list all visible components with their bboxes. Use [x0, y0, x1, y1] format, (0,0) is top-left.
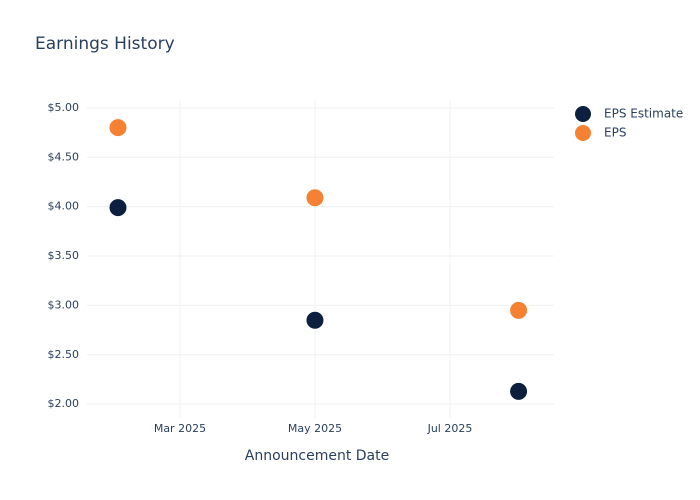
point — [509, 300, 529, 320]
x-tick-label: Jul 2025 — [427, 422, 473, 435]
legend-marker — [575, 125, 591, 141]
point — [305, 188, 325, 208]
y-tick-label: $5.00 — [48, 101, 80, 114]
x-axis-label: Announcement Date — [245, 448, 389, 464]
y-tick-label: $3.00 — [48, 298, 80, 311]
point — [108, 118, 128, 138]
y-tick-label: $2.00 — [48, 397, 80, 410]
x-tick-label: May 2025 — [288, 422, 342, 435]
chart-title: Earnings History — [35, 34, 175, 54]
x-tick-label: Mar 2025 — [154, 422, 206, 435]
point — [108, 198, 128, 218]
y-tick-label: $2.50 — [48, 348, 80, 361]
legend-label: EPS — [604, 126, 626, 140]
point — [509, 381, 529, 401]
legend-marker — [575, 106, 591, 122]
y-tick-label: $4.50 — [48, 150, 80, 163]
point — [305, 310, 325, 330]
y-tick-label: $4.00 — [48, 200, 80, 213]
y-tick-label: $3.50 — [48, 249, 80, 262]
legend-label: EPS Estimate — [604, 107, 683, 121]
